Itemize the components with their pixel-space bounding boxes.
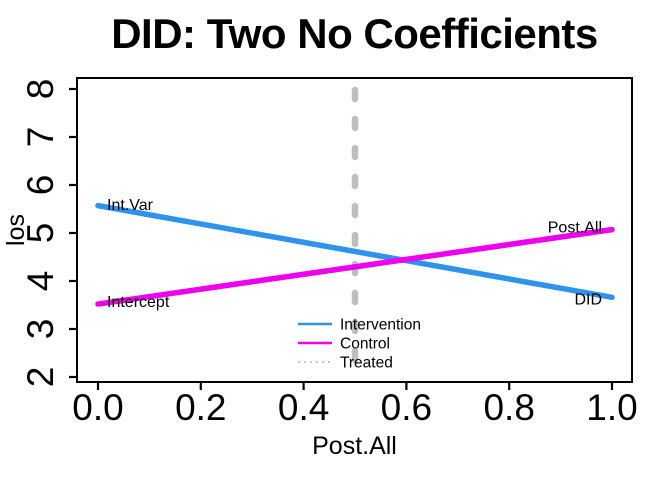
y-tick-label: 5 [20,223,61,244]
series-line-intervention [95,202,615,301]
y-tick-label: 6 [20,175,61,196]
y-axis-title: los [2,214,30,246]
y-tick-label: 8 [20,79,61,100]
y-tick-label: 4 [20,271,61,292]
annotation-post-all: Post.All [548,220,602,237]
x-tick-label: 1.0 [586,387,637,428]
y-tick-label: 2 [20,367,61,388]
x-axis-title: Post.All [312,432,397,460]
annotation-int-var: Int.Var [107,197,154,214]
x-tick-label: 0.8 [483,387,534,428]
y-tick-label: 3 [20,319,61,340]
plot-frame [76,77,633,383]
annotation-did: DID [574,291,602,308]
x-tick-label: 0.0 [72,387,123,428]
x-tick-label: 0.4 [278,387,329,428]
annotation-intercept: Intercept [107,294,170,311]
legend-label-control: Control [340,336,390,353]
series-line-control [95,226,615,307]
legend-label-treated: Treated [340,355,393,372]
chart-title: DID: Two No Coefficients [111,10,598,57]
legend-label-intervention: Intervention [340,317,421,334]
y-tick-label: 7 [20,127,61,148]
x-tick-label: 0.2 [175,387,226,428]
x-tick-label: 0.6 [381,387,432,428]
